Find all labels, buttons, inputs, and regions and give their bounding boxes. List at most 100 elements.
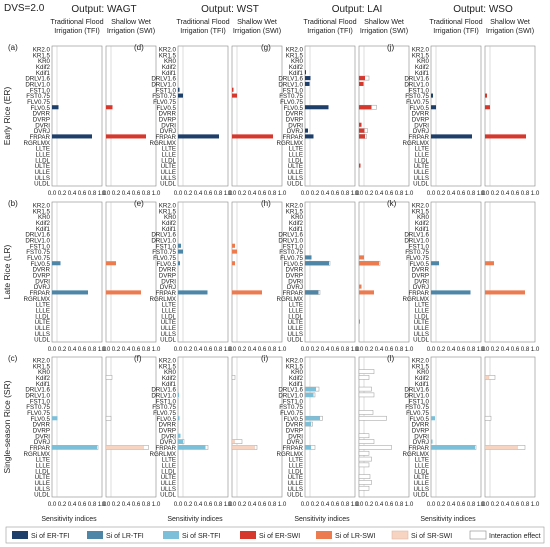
param-tick-label: DVRR: [158, 422, 176, 429]
x-tick-label: 0.6: [258, 501, 267, 508]
param-tick-label: DVRR: [158, 267, 176, 274]
param-tick-label: FLV0.75: [153, 99, 176, 106]
x-tick-label: 0.4: [501, 501, 510, 508]
param-tick-label: FLV0.5: [31, 416, 51, 423]
x-tick-label: 0.8: [88, 346, 97, 353]
x-tick-label: 0.2: [491, 190, 500, 197]
param-tick-label: LLTE: [162, 457, 176, 464]
x-tick-label: 1.0: [152, 501, 161, 508]
x-tick-label: 0.8: [521, 190, 530, 197]
param-tick-label: LLLE: [36, 151, 50, 158]
bar: [431, 134, 472, 139]
subheader-swi: Irrigation (SWI): [360, 26, 408, 35]
param-tick-label: Kdif2: [415, 375, 430, 382]
param-tick-label: DVRJ: [287, 439, 303, 446]
param-tick-label: LLTE: [415, 146, 429, 153]
x-tick-label: 0.0: [48, 190, 57, 197]
x-tick-label: 0.8: [88, 501, 97, 508]
param-tick-label: DRLV1.0: [151, 392, 176, 399]
x-tick-label: 0.2: [238, 346, 247, 353]
x-tick-label: 0.4: [501, 190, 510, 197]
param-tick-label: KR2.0: [33, 46, 51, 53]
param-tick-label: FST0.75: [405, 404, 429, 411]
x-tick-label: 0.2: [184, 346, 193, 353]
param-tick-label: FRPAR: [408, 290, 429, 297]
column-title: Output: WAGT: [71, 4, 136, 15]
param-tick-label: FST0.75: [26, 404, 50, 411]
param-tick-label: KR2.0: [159, 202, 177, 209]
x-tick-label: 0.0: [301, 501, 310, 508]
param-tick-label: FRPAR: [155, 290, 176, 297]
x-tick-label: 1.0: [278, 501, 287, 508]
bar: [52, 445, 97, 450]
subpanel-frame: [231, 201, 283, 343]
bar: [305, 387, 316, 392]
x-tick-label: 0.4: [194, 346, 203, 353]
x-tick-label: 0.4: [447, 346, 456, 353]
param-tick-label: RGRLMX: [24, 296, 50, 303]
legend-label: Si of ER-SWI: [259, 533, 300, 540]
interaction-bar: [358, 369, 375, 374]
param-tick-label: ULDL: [34, 181, 50, 188]
param-tick-label: ULDL: [287, 337, 303, 344]
param-tick-label: RGRLMX: [277, 296, 303, 303]
legend-swatch: [163, 531, 179, 539]
bar: [485, 261, 494, 266]
bar: [178, 93, 183, 98]
interaction-bar: [484, 415, 492, 421]
subheader-tfi: Irrigation (TFI): [180, 26, 226, 35]
param-tick-label: KR0: [417, 58, 430, 65]
subheader-tfi: Traditional Flood: [50, 17, 103, 26]
param-tick-label: FST0.75: [279, 404, 303, 411]
param-tick-label: FLV0.75: [153, 410, 176, 417]
x-tick-label: 0.0: [427, 346, 436, 353]
param-tick-label: ULLS: [161, 175, 176, 182]
bar: [485, 290, 525, 295]
x-tick-label: 0.4: [501, 346, 510, 353]
x-tick-label: 0.8: [341, 190, 350, 197]
param-tick-label: ULTE: [288, 474, 303, 481]
param-tick-label: Kdif1: [162, 70, 177, 77]
param-tick-label: DRLV1.0: [151, 81, 176, 88]
x-tick-label: 0.6: [511, 501, 520, 508]
param-tick-label: LLLE: [36, 307, 50, 314]
param-tick-label: ULDL: [160, 337, 176, 344]
param-tick-label: KR1.5: [286, 363, 304, 370]
param-tick-label: DRLV1.6: [25, 232, 50, 239]
param-tick-label: LLDL: [161, 313, 176, 320]
x-tick-label: 0.8: [395, 190, 404, 197]
x-tick-label: 0.4: [375, 501, 384, 508]
x-tick-label: 0.6: [511, 190, 520, 197]
param-tick-label: ULLE: [414, 325, 429, 332]
param-tick-label: DRLV1.0: [25, 237, 50, 244]
param-tick-label: DRLV1.6: [404, 232, 429, 239]
x-tick-label: 1.0: [405, 346, 414, 353]
param-tick-label: FRPAR: [29, 134, 50, 141]
param-tick-label: KR0: [38, 58, 51, 65]
subheader-swi: Irrigation (SWI): [233, 26, 281, 35]
param-tick-label: Kdif1: [36, 381, 51, 388]
bar: [178, 445, 206, 450]
param-tick-label: DVRJ: [413, 284, 429, 291]
param-tick-label: DVRI: [35, 433, 50, 440]
interaction-bar: [105, 375, 113, 380]
param-tick-label: DVRI: [161, 278, 176, 285]
bar: [178, 261, 180, 266]
subpanel-frame: [231, 45, 283, 187]
panel-letter: (b): [8, 199, 18, 208]
param-tick-label: KR1.5: [159, 363, 177, 370]
param-tick-label: ULDL: [160, 492, 176, 499]
param-tick-label: KR2.0: [33, 357, 51, 364]
panel-letter: (a): [8, 43, 18, 52]
param-tick-label: RGRLMX: [24, 140, 50, 147]
x-tick-label: 0.0: [102, 346, 111, 353]
param-tick-label: ULLE: [288, 480, 303, 487]
interaction-bar: [358, 410, 374, 415]
param-tick-label: LLLE: [415, 307, 429, 314]
panel: (b) KR2.0KR1.5KR0Kdif2Kdif1DRLV1.6DRLV1.0…: [8, 199, 161, 353]
x-tick-label: 0.0: [481, 190, 490, 197]
bar: [305, 128, 308, 133]
param-tick-label: DVRR: [285, 111, 303, 118]
x-tick-label: 0.6: [511, 346, 520, 353]
param-tick-label: Kdif2: [162, 220, 177, 227]
